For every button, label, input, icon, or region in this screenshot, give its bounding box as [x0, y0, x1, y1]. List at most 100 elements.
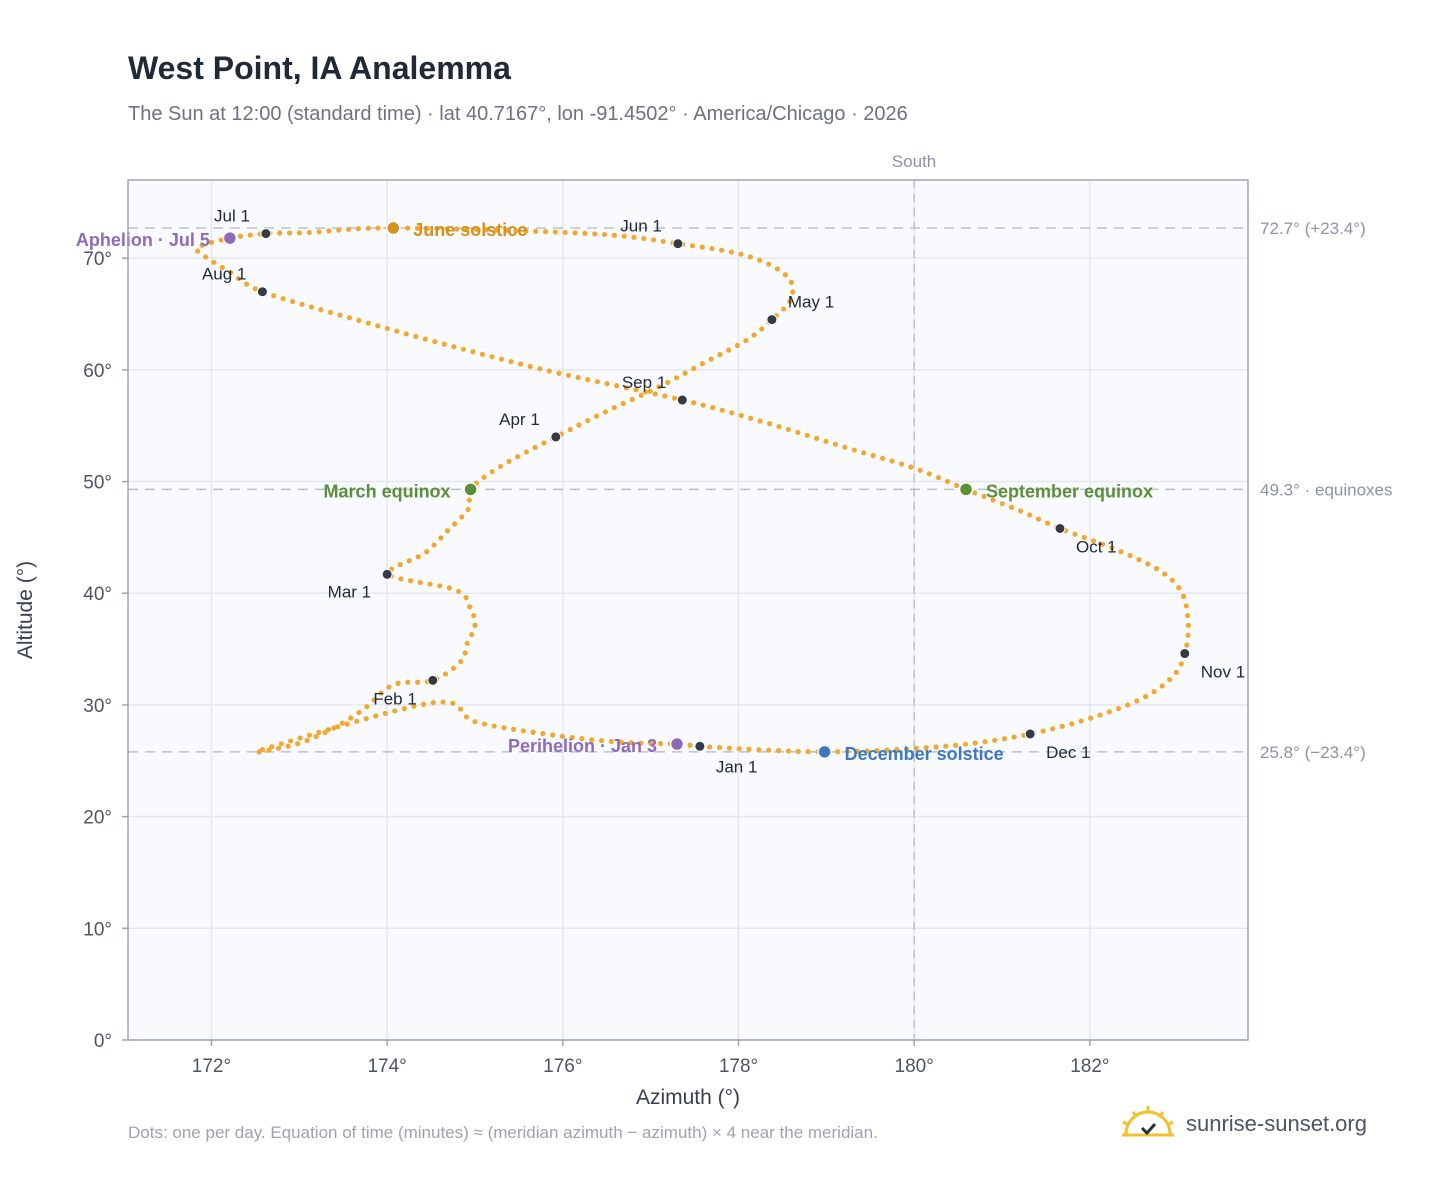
- event-label: Perihelion · Jan 3: [508, 736, 657, 756]
- daily-sun-dot: [631, 234, 637, 240]
- daily-sun-dot: [844, 748, 851, 755]
- daily-sun-dot: [660, 238, 666, 245]
- month-marker: [1024, 728, 1036, 740]
- daily-sun-dot: [593, 413, 600, 419]
- daily-sun-dot: [406, 558, 412, 564]
- daily-sun-dot: [594, 379, 601, 385]
- daily-sun-dot: [1118, 549, 1124, 555]
- daily-sun-dot: [1050, 726, 1056, 732]
- daily-sun-dot: [1143, 694, 1149, 700]
- chart-subtitle: The Sun at 12:00 (standard time) · lat 4…: [128, 103, 908, 125]
- daily-sun-dot: [1162, 571, 1168, 577]
- daily-sun-dot: [395, 680, 401, 686]
- daily-sun-dot: [450, 700, 456, 706]
- daily-sun-dot: [304, 737, 310, 744]
- daily-sun-dot: [565, 372, 572, 379]
- daily-sun-dot: [788, 279, 794, 285]
- reference-line-label: 72.7° (+23.4°): [1260, 219, 1366, 238]
- daily-sun-dot: [472, 622, 478, 628]
- daily-sun-dot: [458, 706, 464, 712]
- daily-sun-dot: [917, 467, 923, 473]
- daily-sun-dot: [520, 728, 526, 734]
- daily-sun-dot: [641, 235, 647, 242]
- brand[interactable]: sunrise-sunset.org: [1120, 1102, 1367, 1146]
- daily-sun-dot: [738, 412, 744, 419]
- daily-sun-dot: [716, 744, 723, 751]
- daily-sun-dot: [511, 726, 517, 732]
- daily-sun-dot: [442, 671, 449, 677]
- daily-sun-dot: [1185, 612, 1191, 619]
- daily-sun-dot: [756, 747, 762, 753]
- daily-sun-dot: [787, 298, 793, 304]
- daily-sun-dot: [814, 435, 820, 441]
- daily-sun-dot: [345, 226, 352, 232]
- daily-sun-dot: [944, 478, 951, 485]
- daily-sun-dot: [444, 226, 450, 232]
- daily-sun-dot: [743, 337, 749, 344]
- daily-sun-dot: [889, 458, 895, 464]
- daily-sun-dot: [1017, 508, 1024, 514]
- daily-sun-dot: [1176, 585, 1182, 591]
- daily-sun-dot: [981, 493, 987, 500]
- daily-sun-dot: [972, 490, 978, 496]
- daily-sun-dot: [589, 737, 595, 743]
- daily-sun-dot: [431, 542, 437, 548]
- daily-sun-dot: [459, 514, 465, 520]
- daily-sun-dot: [325, 726, 331, 733]
- daily-sun-dot: [567, 426, 573, 433]
- daily-sun-dot: [533, 228, 539, 234]
- daily-sun-dot: [608, 738, 614, 745]
- daily-sun-dot: [999, 501, 1005, 507]
- daily-sun-dot: [481, 721, 488, 727]
- daily-sun-dot: [795, 429, 801, 436]
- daily-sun-dot: [751, 332, 757, 338]
- daily-sun-dot: [364, 704, 370, 710]
- month-marker: [1054, 522, 1066, 534]
- daily-sun-dot: [611, 232, 617, 238]
- daily-sun-dot: [491, 723, 497, 729]
- daily-sun-dot: [1097, 712, 1103, 718]
- daily-sun-dot: [471, 613, 477, 619]
- daily-sun-dot: [465, 506, 471, 513]
- daily-sun-dot: [700, 402, 706, 408]
- daily-sun-dot: [1109, 545, 1115, 551]
- y-tick-label: 60°: [83, 361, 112, 382]
- daily-sun-dot: [463, 714, 470, 720]
- daily-sun-dot: [299, 301, 305, 307]
- daily-sun-dot: [237, 233, 244, 239]
- daily-sun-dot: [728, 249, 734, 255]
- daily-sun-dot: [530, 729, 536, 735]
- daily-sun-dot: [633, 387, 639, 393]
- daily-sun-dot: [682, 370, 688, 376]
- daily-sun-dot: [440, 699, 446, 705]
- daily-sun-dot: [316, 229, 322, 235]
- daily-sun-dot: [401, 705, 407, 712]
- daily-sun-dot: [356, 709, 362, 716]
- daily-sun-dot: [297, 735, 303, 741]
- daily-sun-dot: [540, 731, 546, 737]
- daily-sun-dot: [623, 385, 629, 391]
- daily-sun-dot: [464, 640, 470, 646]
- daily-sun-dot: [1072, 531, 1078, 537]
- daily-sun-dot: [256, 749, 262, 755]
- event-label: March equinox: [324, 481, 451, 501]
- daily-sun-dot: [337, 312, 343, 318]
- daily-sun-dot: [776, 423, 782, 430]
- daily-sun-dot: [785, 748, 792, 754]
- daily-sun-dot: [629, 396, 635, 402]
- daily-sun-dot: [277, 230, 283, 236]
- daily-sun-dot: [579, 736, 585, 742]
- daily-sun-dot: [542, 229, 549, 235]
- daily-sun-dot: [709, 245, 715, 252]
- daily-sun-dot: [331, 725, 337, 731]
- daily-sun-dot: [415, 679, 421, 685]
- daily-sun-dot: [746, 746, 752, 752]
- daily-sun-dot: [656, 384, 662, 390]
- daily-sun-dot: [559, 733, 566, 739]
- daily-sun-dot: [285, 743, 291, 749]
- daily-sun-dot: [620, 400, 626, 407]
- daily-sun-dot: [537, 366, 543, 372]
- y-tick-label: 30°: [83, 696, 112, 717]
- daily-sun-dot: [546, 368, 552, 374]
- daily-sun-dot: [726, 745, 732, 751]
